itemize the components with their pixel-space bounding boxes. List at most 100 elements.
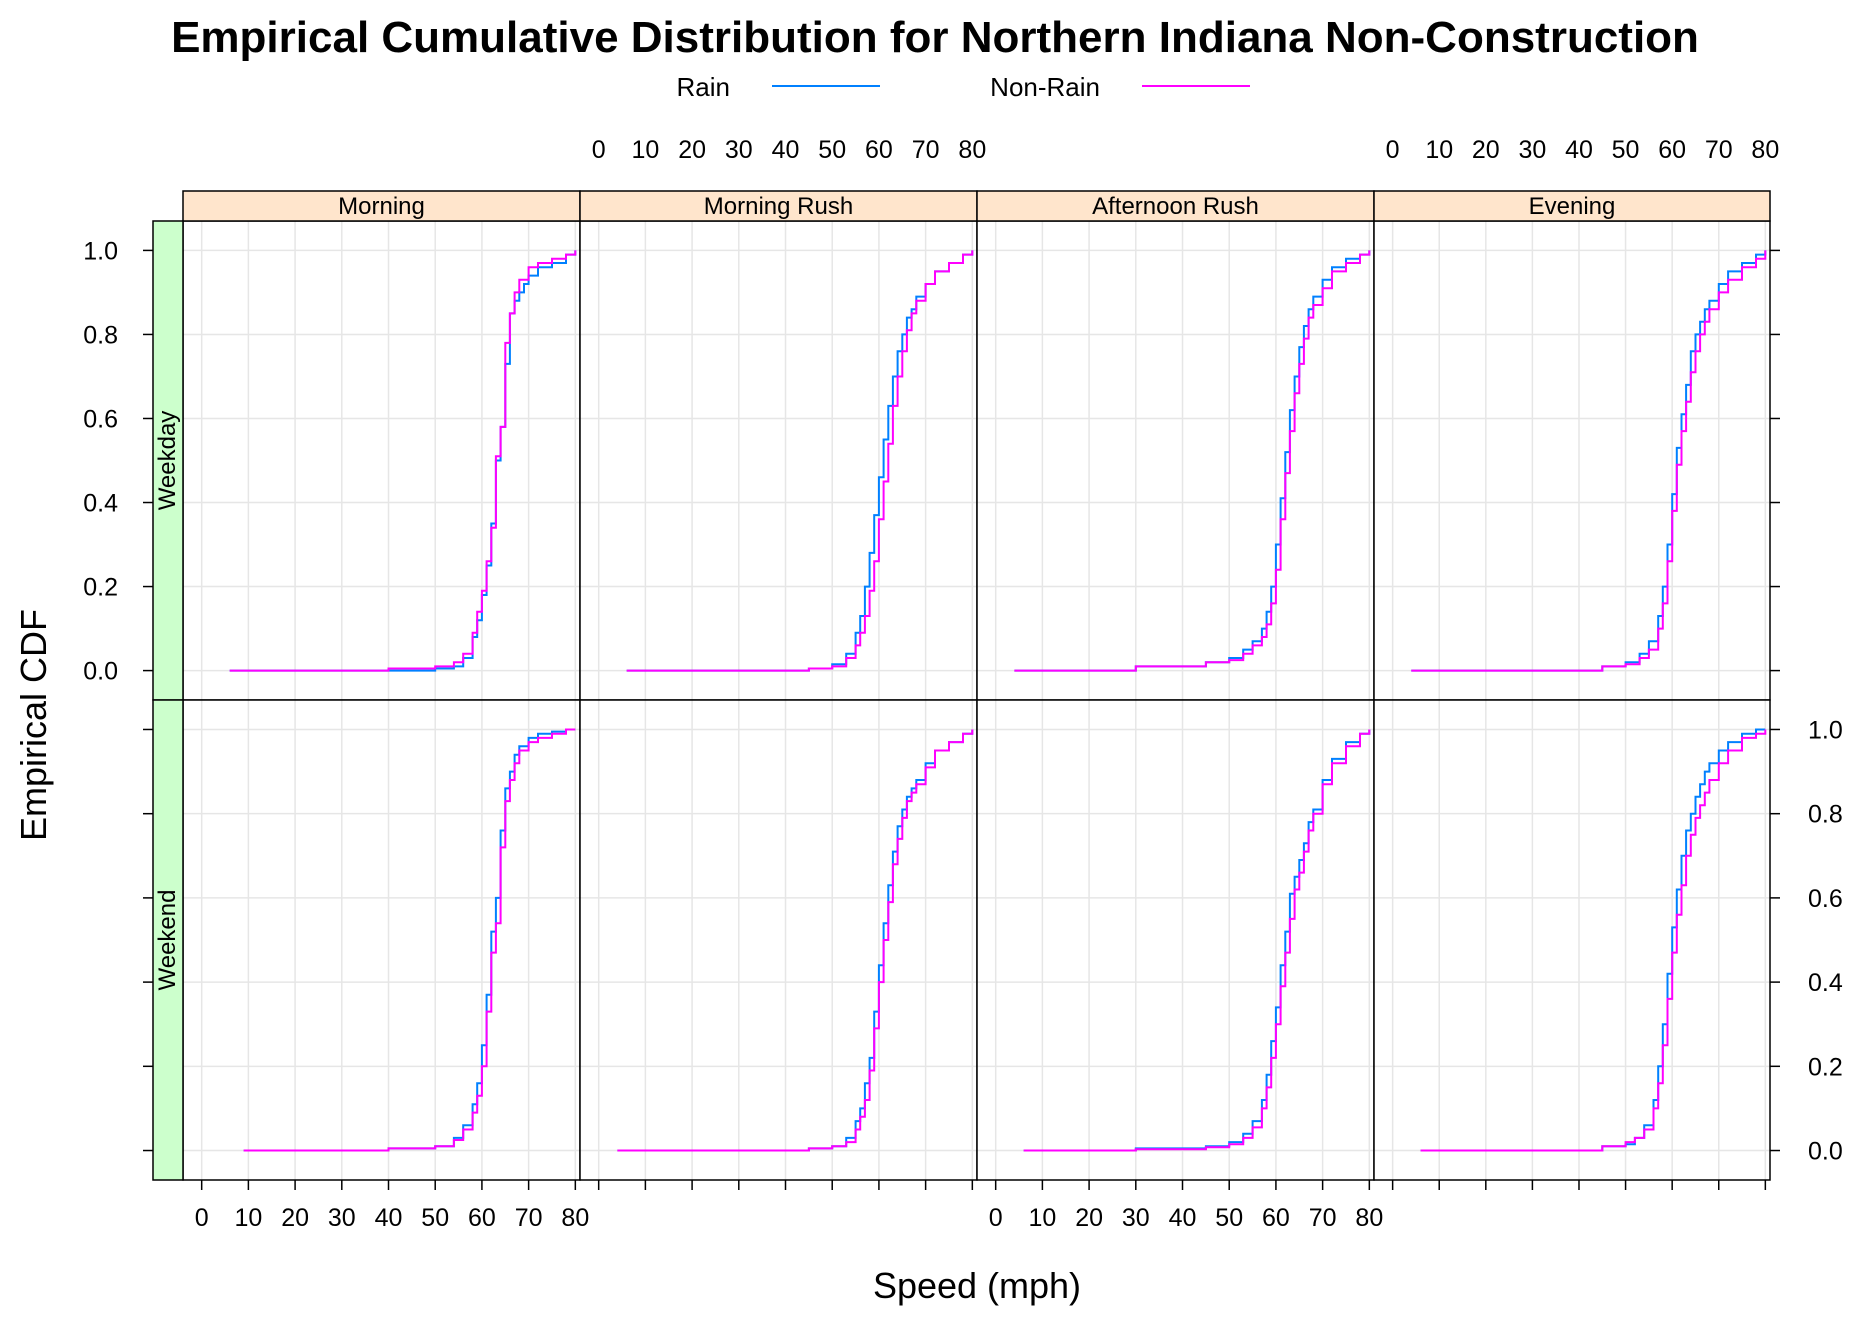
panel-weekend-morning [182,699,581,1181]
x-tick-label-top: 10 [1425,136,1453,164]
x-tick-label-bottom: 20 [281,1204,309,1232]
x-tick-label-bottom: 10 [1028,1204,1056,1232]
y-tick-label-left: 0.0 [83,658,118,686]
x-tick-label-bottom: 80 [1355,1204,1383,1232]
ecdf-line-non-rain [243,728,576,1152]
strip-background [152,220,184,701]
y-tick-label-left: 1.0 [83,237,118,265]
ecdf-line-non-rain [617,729,974,1152]
ecdf-line-non-rain [229,250,577,672]
strip-background [579,190,978,222]
x-tick-label-bottom: 0 [195,1204,209,1232]
x-tick-label-top: 10 [631,136,659,164]
panel-weekday-afternoon-rush [976,220,1375,701]
x-tick-label-top: 80 [1751,136,1779,164]
x-tick-label-bottom: 40 [1169,1204,1197,1232]
x-tick-label-top: 80 [958,136,986,164]
x-tick-label-top: 20 [1472,136,1500,164]
y-tick-label-right: 0.6 [1808,885,1843,913]
legend-label-rain: Rain [677,72,730,102]
axes: 0 10 20 30 40 50 60 70 80 0 10 20 30 40 50 60 70 80 0 10 20 3… [83,136,1843,1232]
strips: Morning Morning Rush Afternoon Rush Evening… [152,190,1771,1181]
strip-background [182,190,581,222]
x-tick-label-top: 60 [865,136,893,164]
ecdf-line-rain [243,728,576,1152]
strip-label: Afternoon Rush [1092,193,1259,220]
x-tick-label-top: 70 [912,136,940,164]
panel-weekday-morning-rush [579,220,978,701]
y-tick-label-right: 0.2 [1808,1053,1843,1081]
strip-morning: Morning [182,190,581,222]
strip-label: Morning Rush [704,193,853,220]
strip-evening: Evening [1373,190,1771,222]
legend: Rain Non-Rain [677,72,1250,102]
x-tick-label-top: 0 [1386,136,1400,164]
panel-weekday-afternoon-rush-background [977,221,1374,700]
strip-background [152,699,184,1181]
panel-weekend-morning-rush [579,699,978,1181]
y-tick-label-left: 0.4 [83,490,118,518]
panels [182,220,1771,1181]
panel-weekend-evening [1373,699,1771,1181]
panel-weekday-morning-rush-background [580,221,977,700]
ecdf-line-non-rain [1014,250,1371,672]
y-tick-label-right: 0.4 [1808,969,1843,997]
panel-weekday-morning [182,220,581,701]
x-tick-label-bottom: 20 [1075,1204,1103,1232]
panel-weekend-evening-background [1374,700,1770,1180]
x-tick-label-top: 30 [1518,136,1546,164]
chart-title: Empirical Cumulative Distribution for No… [171,13,1699,62]
strip-label: Weekend [154,890,181,991]
x-tick-label-bottom: 60 [468,1204,496,1232]
x-tick-label-top: 0 [592,136,606,164]
y-tick-label-left: 0.2 [83,574,118,602]
x-tick-label-bottom: 80 [561,1204,589,1232]
legend-label-non-rain: Non-Rain [990,72,1100,102]
strip-label: Morning [338,193,425,220]
x-tick-label-top: 30 [725,136,753,164]
x-tick-label-top: 60 [1658,136,1686,164]
strip-label: Weekday [154,411,181,511]
ecdf-line-non-rain [626,250,974,672]
x-tick-label-bottom: 40 [375,1204,403,1232]
x-tick-label-top: 40 [1565,136,1593,164]
x-tick-label-bottom: 70 [515,1204,543,1232]
ecdf-line-non-rain [1420,729,1767,1152]
x-tick-label-top: 70 [1705,136,1733,164]
x-axis-label: Speed (mph) [873,1265,1081,1306]
x-tick-label-bottom: 0 [989,1204,1003,1232]
x-tick-label-top: 40 [772,136,800,164]
x-tick-label-top: 20 [678,136,706,164]
strip-background [976,190,1375,222]
y-tick-label-right: 0.0 [1808,1138,1843,1166]
panel-weekend-evening-border [1373,699,1771,1181]
panel-weekend-afternoon-rush [976,699,1375,1181]
x-tick-label-bottom: 30 [328,1204,356,1232]
y-tick-label-right: 1.0 [1808,716,1843,744]
y-axis-label: Empirical CDF [13,609,54,841]
panel-weekend-morning-background [183,700,580,1180]
x-tick-label-top: 50 [818,136,846,164]
y-tick-label-left: 0.6 [83,405,118,433]
y-tick-label-right: 0.8 [1808,801,1843,829]
panel-weekday-evening-background [1374,221,1770,700]
x-tick-label-bottom: 60 [1262,1204,1290,1232]
x-tick-label-bottom: 10 [234,1204,262,1232]
y-tick-label-left: 0.8 [83,321,118,349]
x-tick-label-bottom: 30 [1122,1204,1150,1232]
strip-weekend: Weekend [152,699,184,1181]
ecdf-line-non-rain [1411,250,1767,672]
strip-label: Evening [1529,193,1616,220]
x-tick-label-bottom: 70 [1309,1204,1337,1232]
x-tick-label-top: 50 [1612,136,1640,164]
panel-weekend-morning-rush-background [580,700,977,1180]
strip-background [1373,190,1771,222]
x-tick-label-bottom: 50 [1215,1204,1243,1232]
strip-morning-rush: Morning Rush [579,190,978,222]
strip-afternoon-rush: Afternoon Rush [976,190,1375,222]
panel-weekday-evening [1373,220,1771,701]
panel-weekend-afternoon-rush-background [977,700,1374,1180]
ecdf-line-non-rain [1023,729,1371,1152]
